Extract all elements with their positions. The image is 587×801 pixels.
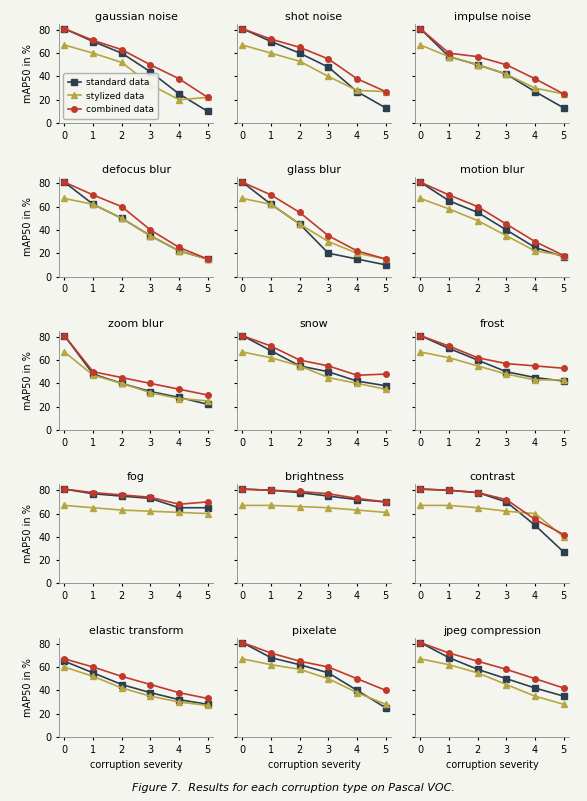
Title: elastic transform: elastic transform (89, 626, 183, 636)
Y-axis label: mAP50 in %: mAP50 in % (23, 44, 33, 103)
Title: shot noise: shot noise (285, 12, 343, 22)
Title: jpeg compression: jpeg compression (443, 626, 541, 636)
Title: impulse noise: impulse noise (454, 12, 531, 22)
Title: gaussian noise: gaussian noise (95, 12, 177, 22)
Title: motion blur: motion blur (460, 165, 524, 175)
Y-axis label: mAP50 in %: mAP50 in % (23, 658, 33, 717)
Title: pixelate: pixelate (292, 626, 336, 636)
X-axis label: corruption severity: corruption severity (446, 760, 538, 770)
X-axis label: corruption severity: corruption severity (268, 760, 360, 770)
Legend: standard data, stylized data, combined data: standard data, stylized data, combined d… (63, 74, 158, 119)
Title: contrast: contrast (469, 473, 515, 482)
Y-axis label: mAP50 in %: mAP50 in % (23, 198, 33, 256)
Y-axis label: mAP50 in %: mAP50 in % (23, 505, 33, 563)
Title: glass blur: glass blur (287, 165, 341, 175)
Y-axis label: mAP50 in %: mAP50 in % (23, 351, 33, 410)
Title: frost: frost (480, 319, 505, 328)
X-axis label: corruption severity: corruption severity (90, 760, 183, 770)
Title: snow: snow (300, 319, 328, 328)
Title: fog: fog (127, 473, 145, 482)
Text: Figure 7.  Results for each corruption type on Pascal VOC.: Figure 7. Results for each corruption ty… (132, 783, 455, 793)
Title: defocus blur: defocus blur (102, 165, 171, 175)
Title: brightness: brightness (285, 473, 343, 482)
Title: zoom blur: zoom blur (108, 319, 164, 328)
